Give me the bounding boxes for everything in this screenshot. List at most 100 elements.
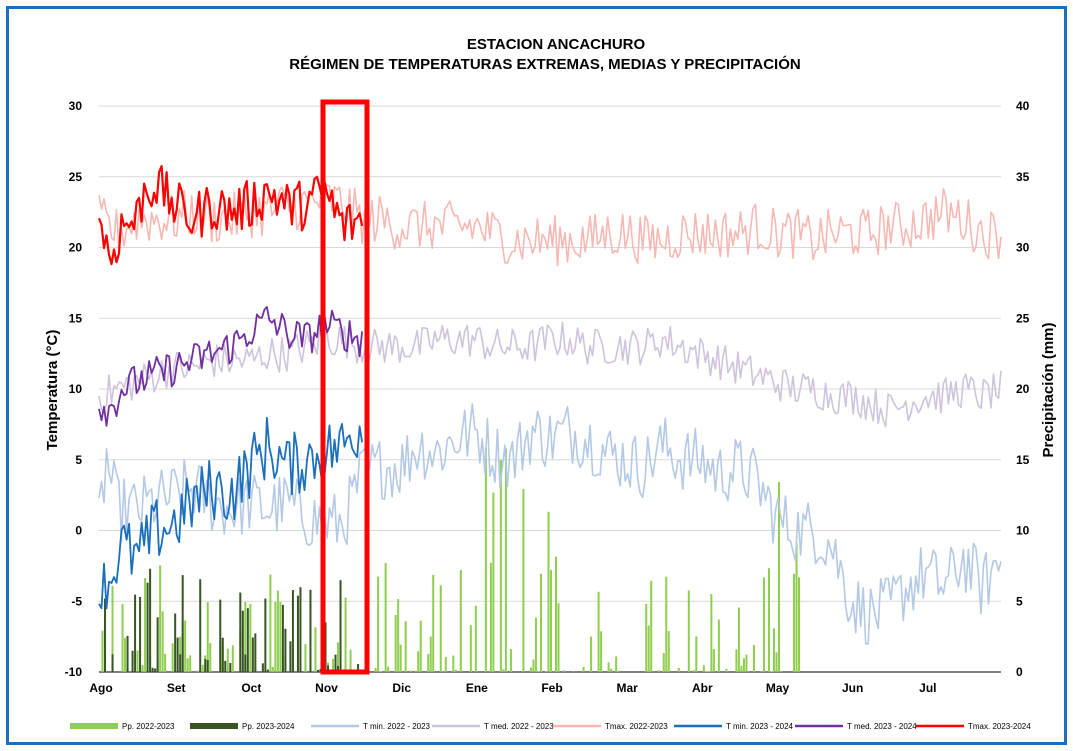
- precip-bar: [296, 595, 299, 672]
- precip-bar: [742, 658, 745, 672]
- precip-bar: [509, 649, 512, 672]
- precip-bar: [196, 670, 199, 672]
- legend-label: T min. 2023 - 2024: [726, 722, 794, 731]
- precip-bar: [221, 637, 224, 672]
- precip-bar: [772, 628, 775, 672]
- legend-label: T med. 2023 - 2024: [847, 722, 917, 731]
- precip-bar: [667, 631, 670, 672]
- x-tick-label: Feb: [541, 681, 562, 695]
- legend-label: Pp. 2022-2023: [122, 722, 175, 731]
- precip-bar: [161, 611, 164, 672]
- series-line: [98, 403, 1002, 645]
- x-tick-label: Oct: [241, 681, 261, 695]
- precip-bar: [206, 602, 209, 672]
- precip-bar: [489, 562, 492, 672]
- precip-bar: [184, 620, 187, 672]
- precip-bar: [224, 660, 227, 672]
- precip-bar: [384, 562, 387, 672]
- precip-bar: [337, 665, 340, 672]
- precip-bar: [231, 645, 234, 672]
- precip-bar: [707, 671, 710, 672]
- precip-bar: [131, 650, 134, 672]
- precip-bar: [752, 644, 755, 672]
- precip-bar: [357, 664, 360, 672]
- series-line: [98, 306, 363, 427]
- y2-tick-label: 40: [1016, 99, 1030, 113]
- chart-title: ESTACION ANCACHURO: [467, 36, 646, 53]
- precip-bar: [254, 633, 257, 672]
- precip-bar: [459, 569, 462, 672]
- precip-bar: [687, 590, 690, 672]
- precip-bar: [767, 568, 770, 672]
- precip-bar: [522, 488, 525, 672]
- precip-bar: [332, 658, 335, 672]
- precip-bar: [798, 577, 801, 672]
- precip-bar: [226, 648, 229, 672]
- precip-bar: [665, 576, 668, 672]
- precip-bar: [154, 668, 157, 672]
- precip-bar: [209, 643, 212, 672]
- precip-bar: [146, 582, 149, 672]
- precip-bar: [186, 658, 189, 672]
- y-tick-label: 10: [69, 382, 83, 396]
- legend-label: Tmax. 2023-2024: [968, 722, 1031, 731]
- precip-bar: [427, 653, 430, 672]
- precip-bar: [404, 621, 407, 672]
- precip-bar: [274, 601, 277, 672]
- precip-bar: [702, 665, 705, 672]
- precip-bar: [181, 575, 184, 672]
- precip-bar: [219, 599, 222, 672]
- precip-bar: [557, 603, 560, 672]
- precip-bar: [537, 671, 540, 672]
- precip-bar: [309, 589, 312, 672]
- precip-bar: [319, 669, 322, 672]
- precip-bar: [717, 619, 720, 672]
- highlight-box: [320, 99, 370, 675]
- precip-bar: [379, 671, 382, 672]
- precip-bar: [141, 665, 144, 672]
- precip-bar: [695, 636, 698, 672]
- precip-bar: [387, 666, 390, 672]
- precip-bar: [299, 587, 302, 672]
- precip-bar: [735, 649, 738, 672]
- precip-bar: [770, 671, 773, 672]
- precip-bar: [705, 671, 708, 672]
- x-tick-label: Jun: [842, 681, 863, 695]
- y2-tick-label: 30: [1016, 241, 1030, 255]
- precip-bar: [539, 573, 542, 672]
- precip-bar: [419, 620, 422, 672]
- legend: Pp. 2022-2023 Pp. 2023-2024 T min. 2022 - …: [70, 722, 1031, 731]
- precip-bar: [101, 630, 104, 672]
- precip-bar: [762, 577, 765, 672]
- precip-bar: [144, 578, 147, 672]
- precip-bar: [778, 482, 781, 672]
- y2-tick-label: 0: [1016, 665, 1023, 679]
- precip-bar: [314, 627, 317, 672]
- temperature-lines: [97, 165, 1002, 645]
- precip-bar: [429, 636, 432, 672]
- precip-bar: [374, 668, 377, 672]
- precip-bar: [201, 664, 204, 672]
- x-tick-label: Jul: [919, 681, 936, 695]
- chart-border: [6, 6, 1067, 745]
- precip-bar: [617, 670, 620, 672]
- y2-tick-label: 5: [1016, 594, 1023, 608]
- precip-bar: [281, 604, 284, 672]
- x-tick-label: May: [766, 681, 790, 695]
- precip-bar: [139, 596, 142, 672]
- legend-swatch: [70, 723, 118, 729]
- precip-bar: [532, 659, 535, 672]
- precip-bar: [740, 665, 743, 672]
- y2-tick-label: 10: [1016, 524, 1030, 538]
- precip-bar: [474, 605, 477, 672]
- precip-bar: [111, 585, 114, 672]
- precip-bar: [126, 635, 129, 672]
- precip-bar: [264, 598, 267, 672]
- precip-bar: [397, 599, 400, 672]
- precip-bar: [775, 652, 778, 672]
- precip-bar: [284, 628, 287, 672]
- precip-bar: [124, 637, 127, 672]
- precip-bar: [454, 669, 457, 672]
- precip-bar: [555, 556, 558, 672]
